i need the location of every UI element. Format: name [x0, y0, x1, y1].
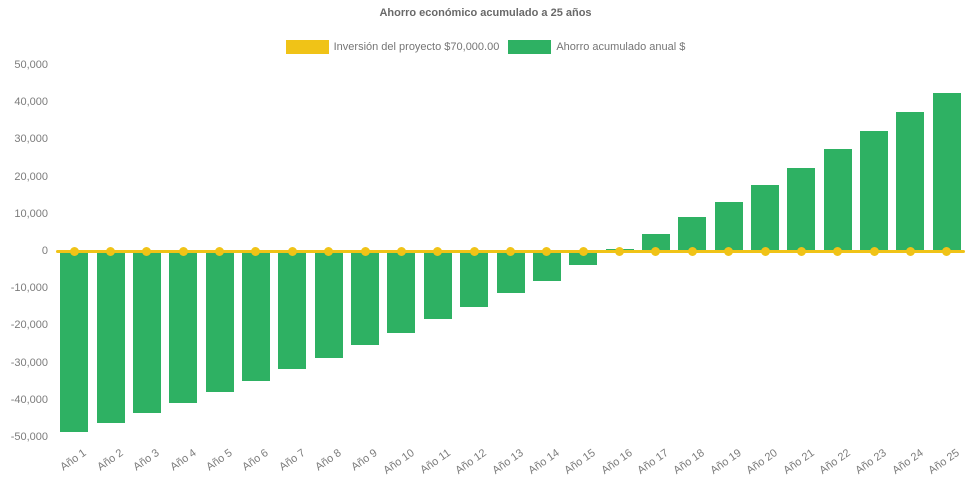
investment-line-point[interactable] — [287, 247, 297, 256]
bar-año-19[interactable] — [714, 201, 743, 252]
bar-año-15[interactable] — [569, 251, 598, 265]
x-tick-label: Año 25 — [926, 447, 962, 477]
x-tick-label: Año 16 — [599, 447, 635, 477]
bar-año-1[interactable] — [60, 251, 89, 433]
investment-line-point[interactable] — [251, 247, 261, 256]
legend: Inversión del proyecto $70,000.00 Ahorro … — [0, 40, 971, 54]
y-tick-label: 30,000 — [14, 133, 48, 146]
y-tick-label: -20,000 — [10, 319, 48, 332]
legend-swatch-ahorro — [508, 40, 552, 54]
bar-año-18[interactable] — [678, 217, 707, 252]
y-tick-label: 0 — [41, 245, 48, 257]
x-tick-label: Año 21 — [780, 447, 817, 477]
bar-año-17[interactable] — [641, 234, 670, 252]
bar-año-14[interactable] — [532, 251, 561, 281]
x-tick-label: Año 2 — [94, 447, 126, 474]
investment-line-point[interactable] — [324, 247, 334, 256]
x-tick-label: Año 7 — [276, 447, 308, 474]
investment-line-point[interactable] — [833, 247, 843, 256]
x-tick-label: Año 18 — [671, 447, 708, 477]
legend-swatch-inversion — [285, 40, 329, 54]
investment-line-point[interactable] — [760, 247, 770, 256]
investment-line-point[interactable] — [724, 247, 734, 256]
x-tick-label: Año 19 — [708, 447, 744, 477]
bar-año-2[interactable] — [96, 251, 125, 423]
investment-line-point[interactable] — [942, 247, 952, 256]
legend-label-inversion: Inversión del proyecto $70,000.00 — [333, 41, 500, 53]
chart-title: Ahorro económico acumulado a 25 años — [379, 7, 592, 19]
y-tick-label: -50,000 — [10, 431, 48, 443]
bar-año-6[interactable] — [241, 251, 270, 381]
y-tick-label: -10,000 — [10, 282, 48, 295]
bar-año-5[interactable] — [205, 251, 234, 392]
investment-line-point[interactable] — [360, 247, 370, 256]
investment-line-point[interactable] — [106, 247, 116, 256]
y-tick-label: -40,000 — [10, 393, 48, 406]
bar-año-22[interactable] — [823, 149, 852, 252]
legend-item-ahorro[interactable]: Ahorro acumulado anual $ — [508, 40, 685, 54]
investment-line-point[interactable] — [869, 247, 879, 256]
y-tick-label: -30,000 — [10, 356, 48, 369]
x-tick-label: Año 11 — [417, 447, 453, 477]
bar-año-4[interactable] — [169, 251, 198, 403]
investment-line-point[interactable] — [542, 247, 552, 256]
x-tick-label: Año 24 — [889, 447, 926, 477]
x-tick-label: Año 15 — [562, 447, 599, 477]
x-tick-label: Año 14 — [526, 447, 562, 477]
x-tick-label: Año 22 — [817, 447, 853, 477]
bar-año-7[interactable] — [278, 251, 307, 370]
x-tick-label: Año 10 — [380, 447, 417, 477]
investment-line-point[interactable] — [178, 247, 188, 256]
investment-line-point[interactable] — [687, 247, 697, 256]
investment-line-point[interactable] — [796, 247, 806, 256]
bar-año-11[interactable] — [423, 251, 452, 320]
legend-label-ahorro: Ahorro acumulado anual $ — [556, 41, 686, 53]
bar-año-21[interactable] — [787, 167, 816, 252]
investment-line-point[interactable] — [69, 247, 79, 256]
bar-año-12[interactable] — [460, 251, 489, 308]
x-tick-label: Año 17 — [635, 447, 671, 477]
bar-año-13[interactable] — [496, 251, 525, 294]
investment-line-point[interactable] — [396, 247, 406, 256]
x-tick-label: Año 13 — [489, 447, 526, 477]
investment-line-point[interactable] — [615, 247, 625, 256]
bar-año-23[interactable] — [860, 131, 889, 252]
x-tick-label: Año 1 — [58, 447, 90, 474]
x-tick-label: Año 20 — [744, 447, 780, 477]
investment-line-point[interactable] — [905, 247, 915, 256]
x-tick-label: Año 4 — [167, 447, 199, 474]
investment-line-point[interactable] — [506, 247, 515, 256]
investment-line-point[interactable] — [215, 247, 225, 256]
y-tick-label: 20,000 — [14, 170, 48, 183]
x-tick-label: Año 8 — [313, 447, 344, 474]
y-tick-label: 10,000 — [14, 207, 48, 220]
x-tick-label: Año 9 — [349, 447, 380, 474]
bar-año-9[interactable] — [351, 251, 380, 345]
investment-line-point[interactable] — [651, 247, 661, 256]
legend-item-inversion[interactable]: Inversión del proyecto $70,000.00 — [285, 40, 500, 54]
x-tick-label: Año 6 — [240, 447, 271, 474]
bar-año-3[interactable] — [132, 251, 161, 413]
investment-line-point[interactable] — [578, 247, 588, 256]
bar-año-25[interactable] — [932, 93, 961, 252]
y-tick-label: 50,000 — [14, 59, 48, 71]
x-tick-label: Año 12 — [453, 447, 490, 477]
bar-año-24[interactable] — [896, 112, 925, 252]
investment-line-point[interactable] — [142, 247, 152, 256]
x-tick-label: Año 5 — [204, 447, 235, 474]
investment-line-point[interactable] — [433, 247, 443, 256]
x-tick-label: Año 23 — [853, 447, 889, 477]
x-tick-label: Año 3 — [131, 447, 162, 474]
bar-año-10[interactable] — [387, 251, 416, 334]
y-tick-label: 40,000 — [14, 96, 48, 109]
investment-line-point[interactable] — [469, 247, 479, 256]
bar-año-20[interactable] — [751, 185, 780, 252]
bar-año-8[interactable] — [314, 251, 343, 358]
